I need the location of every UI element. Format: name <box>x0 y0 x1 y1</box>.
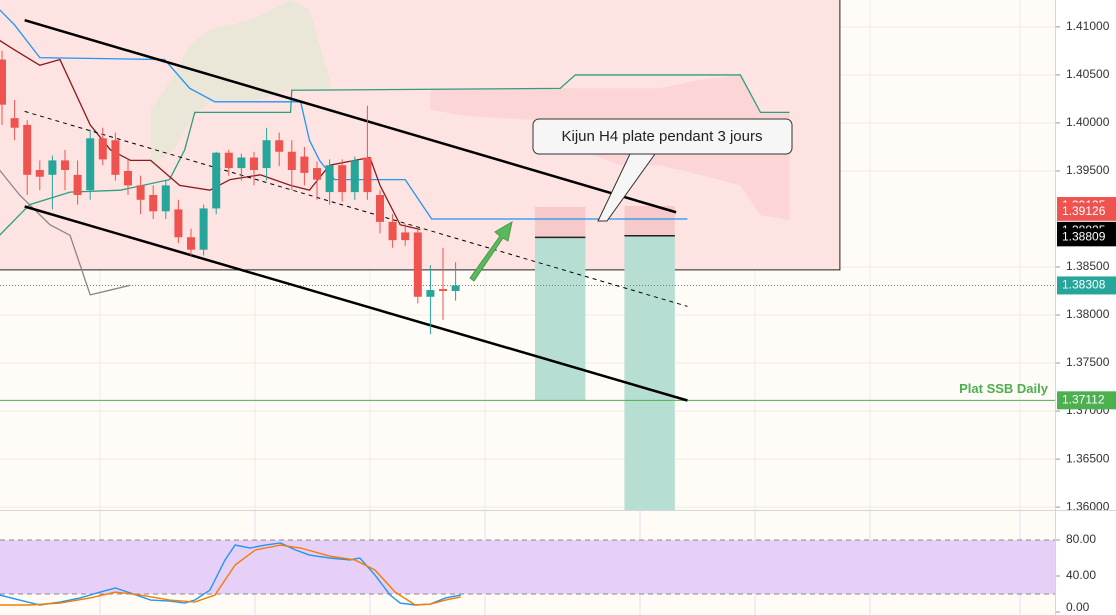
indicator-pane <box>0 511 1055 615</box>
stop-box <box>534 206 586 238</box>
candle-body <box>388 221 397 241</box>
y-tick-label: 40.00 <box>1066 568 1096 582</box>
candle-body <box>262 140 271 169</box>
stop-box <box>624 206 675 236</box>
candle-body <box>451 285 460 292</box>
candle-body <box>212 152 221 209</box>
y-tick-label: 1.39500 <box>1066 163 1110 177</box>
candle-body <box>149 194 158 212</box>
candle-body <box>0 59 6 105</box>
y-tick-label: 80.00 <box>1066 532 1096 546</box>
indicator-band <box>0 539 1055 595</box>
price-tag-label: 1.37112 <box>1062 392 1105 406</box>
candle-body <box>350 160 359 193</box>
target-box <box>534 237 586 401</box>
callout-box <box>532 118 793 155</box>
candle-body <box>338 165 347 193</box>
candle-body <box>124 170 132 186</box>
y-tick-label: 1.40500 <box>1066 67 1110 81</box>
y-tick-label: 1.36500 <box>1066 451 1110 465</box>
candle-body <box>98 138 107 160</box>
indicator-line <box>0 169 131 296</box>
y-tick-label: 1.38500 <box>1066 259 1110 273</box>
price-tag <box>1057 202 1116 221</box>
axis-background <box>1055 0 1116 615</box>
candle-body <box>224 152 233 169</box>
candle-body <box>287 151 296 170</box>
candle-body <box>376 194 384 222</box>
candle-body <box>174 209 183 238</box>
candle-body <box>61 160 69 170</box>
candle-body <box>401 232 410 241</box>
level-label: Plat SSB Daily <box>959 381 1049 396</box>
candle-body <box>413 232 422 297</box>
y-tick-label: 1.37500 <box>1066 355 1110 369</box>
candle-body <box>250 157 258 170</box>
candle-body <box>161 185 170 212</box>
y-tick-label: 1.40000 <box>1066 115 1110 129</box>
price-axis: 1.41000 1.40500 1.40000 1.39500 1.38500 1.380… <box>1055 19 1116 614</box>
candle-body <box>199 208 208 250</box>
candle-body <box>48 160 57 175</box>
price-tag <box>1057 228 1116 247</box>
candle-body <box>275 140 284 152</box>
y-tick-label: 1.36000 <box>1066 499 1110 513</box>
candle-body <box>111 140 120 175</box>
price-tag-label: 1.38809 <box>1062 229 1106 243</box>
y-tick-label: 0.00 <box>1066 600 1090 614</box>
target-box <box>624 235 675 510</box>
y-tick-label: 1.41000 <box>1066 19 1110 33</box>
callout-text: Kijun H4 plate pendant 3 jours <box>562 128 763 145</box>
trend-line <box>24 110 688 307</box>
candle-body <box>237 157 246 169</box>
candle-body <box>136 185 145 200</box>
oscillator-line <box>0 542 461 606</box>
trend-line <box>24 18 677 214</box>
price-tag-label: 1.39126 <box>1062 204 1106 218</box>
candle-body <box>313 168 321 180</box>
oscillator-line <box>0 544 461 606</box>
candle-body <box>86 138 95 191</box>
price-tag <box>1057 276 1116 295</box>
price-tag <box>1057 391 1116 410</box>
candle-body <box>187 237 195 250</box>
candle-body <box>73 174 82 195</box>
callout-pointer <box>597 153 656 222</box>
candle-body <box>325 165 334 193</box>
candle-body <box>426 290 435 297</box>
price-tag-label: 1.38308 <box>1062 278 1106 292</box>
candle-body <box>439 289 447 292</box>
candle-body <box>23 124 32 175</box>
arrow <box>469 220 513 282</box>
candle-body <box>363 157 372 193</box>
y-tick-label: 1.38000 <box>1066 307 1110 321</box>
candle-body <box>35 170 44 177</box>
candle-body <box>10 118 19 128</box>
candle-body <box>300 156 309 173</box>
trend-line <box>24 205 688 402</box>
